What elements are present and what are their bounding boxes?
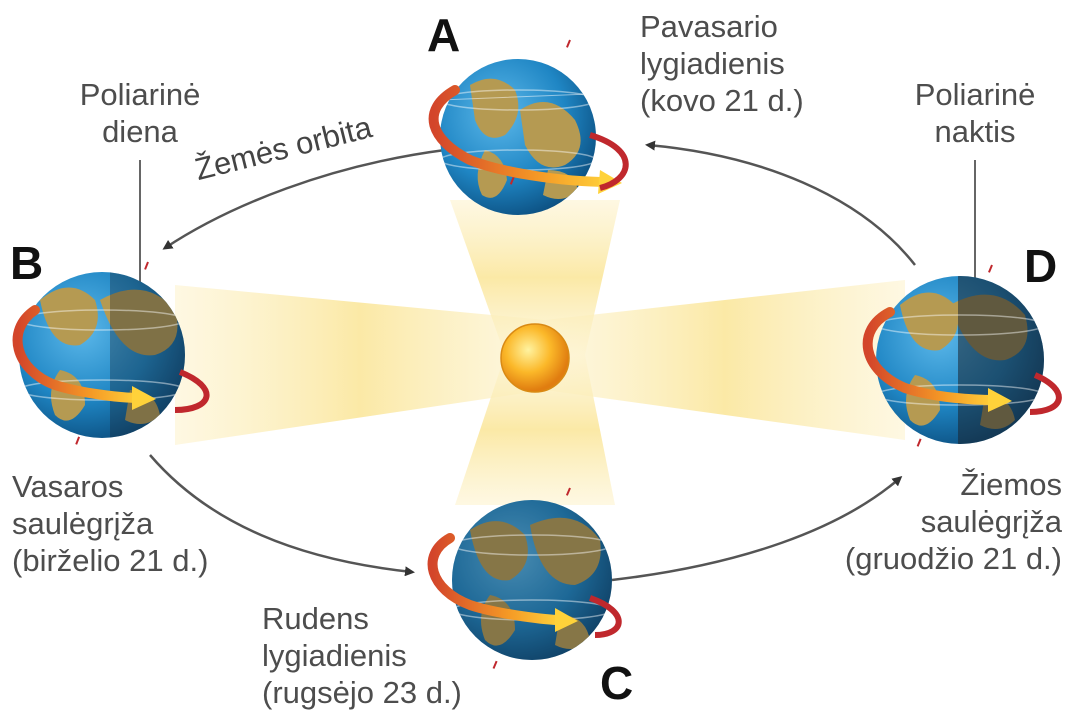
autumn-equinox-label: Rudens lygiadienis (rugsėjo 23 d.) [262, 600, 462, 711]
orbit-arrow-c-to-d [611, 476, 903, 582]
winter-solstice-line-1: Žiemos [960, 467, 1062, 502]
winter-solstice-line-3: (gruodžio 21 d.) [844, 541, 1062, 576]
beam-to-d [545, 280, 905, 440]
earth-a [428, 39, 629, 231]
autumn-equinox-line-1: Rudens [262, 601, 369, 636]
earth-d [862, 264, 1062, 461]
orbit-arrow-a-to-b [162, 148, 446, 250]
autumn-equinox-line-2: lygiadienis [262, 638, 407, 673]
point-label-d: D [1024, 240, 1058, 292]
point-label-a: A [427, 9, 461, 61]
polar-day-label: Poliarinė diena [55, 76, 225, 150]
orbit-path [149, 140, 916, 582]
sun-icon [500, 323, 570, 393]
rotation-arrow-icon [427, 533, 622, 638]
polar-night-line-1: Poliarinė [914, 77, 1036, 112]
summer-solstice-line-1: Vasaros [12, 469, 124, 504]
polar-night-line-2: naktis [934, 114, 1016, 149]
beam-to-c [455, 355, 615, 505]
polar-night-label: Poliarinė naktis [890, 76, 1060, 150]
polar-day-line-2: diena [102, 114, 178, 149]
rotation-arrow-icon [12, 305, 210, 413]
rotation-arrow-icon [862, 307, 1062, 415]
polar-day-line-1: Poliarinė [79, 77, 201, 112]
winter-solstice-label: Žiemos saulėgrįža (gruodžio 21 d.) [790, 466, 1062, 577]
point-label-c: C [600, 657, 634, 709]
autumn-equinox-line-3: (rugsėjo 23 d.) [262, 675, 462, 710]
spring-equinox-line-2: lygiadienis [640, 46, 785, 81]
earth-c [427, 487, 622, 673]
spring-equinox-line-3: (kovo 21 d.) [640, 83, 804, 118]
beam-to-a [450, 200, 620, 355]
beam-to-b [175, 285, 545, 445]
rotation-arrow-icon [428, 85, 629, 194]
winter-solstice-line-2: saulėgrįža [920, 504, 1062, 539]
point-label-b: B [10, 237, 44, 289]
sunlight-beams [175, 200, 905, 505]
spring-equinox-label: Pavasario lygiadienis (kovo 21 d.) [640, 8, 804, 119]
orbit-arrow-d-to-a [645, 140, 916, 266]
summer-solstice-line-3: (birželio 21 d.) [12, 543, 209, 578]
spring-equinox-line-1: Pavasario [640, 9, 778, 44]
summer-solstice-label: Vasaros saulėgrįža (birželio 21 d.) [12, 468, 208, 579]
earth-globe-icon [452, 487, 612, 673]
earth-globe-icon [19, 261, 185, 461]
orbit-arrow-b-to-c [149, 454, 415, 577]
summer-solstice-line-2: saulėgrįža [12, 506, 154, 541]
